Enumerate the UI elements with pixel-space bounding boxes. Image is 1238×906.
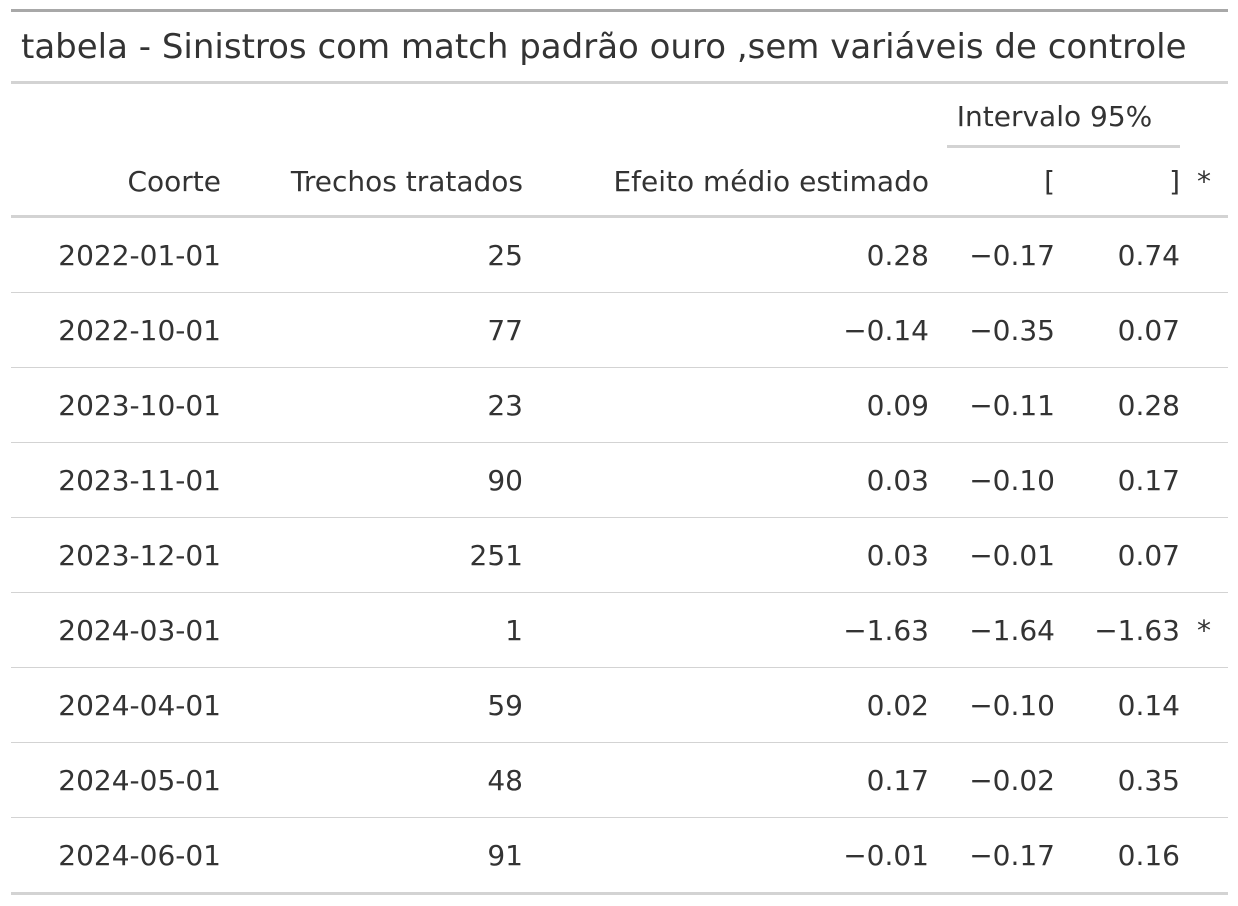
cell-upper: 0.07 [1055, 292, 1180, 368]
cell-upper: 0.74 [1055, 216, 1180, 293]
cell-coorte: 2022-10-01 [11, 292, 221, 368]
cell-upper: 0.07 [1055, 517, 1180, 593]
col-header-upper: ] [1055, 148, 1180, 218]
cell-efeito: 0.03 [523, 442, 929, 518]
cell-upper: 0.14 [1055, 667, 1180, 743]
cell-lower: −0.17 [929, 216, 1055, 293]
cell-sig [1180, 442, 1228, 518]
table-row: 2024-03-01 1 −1.63 −1.64 −1.63 * [11, 592, 1228, 668]
results-table: Intervalo 95% Coorte Trechos tratados Ef… [11, 84, 1228, 895]
col-header-lower: [ [929, 148, 1055, 218]
cell-efeito: 0.02 [523, 667, 929, 743]
cell-sig [1180, 817, 1228, 895]
table-row: 2024-05-01 48 0.17 −0.02 0.35 [11, 742, 1228, 818]
interval-spanner-label: Intervalo 95% [956, 99, 1153, 133]
cell-upper: 0.16 [1055, 817, 1180, 895]
interval-spanner-rule [947, 145, 1180, 148]
cell-lower: −0.02 [929, 742, 1055, 818]
cell-upper: 0.28 [1055, 367, 1180, 443]
cell-sig [1180, 216, 1228, 293]
cell-lower: −0.10 [929, 442, 1055, 518]
cell-lower: −0.17 [929, 817, 1055, 895]
cell-sig [1180, 517, 1228, 593]
cell-coorte: 2023-11-01 [11, 442, 221, 518]
cell-trechos: 91 [221, 817, 523, 895]
cell-trechos: 23 [221, 367, 523, 443]
col-header-efeito: Efeito médio estimado [523, 148, 929, 218]
cell-coorte: 2024-03-01 [11, 592, 221, 668]
cell-trechos: 59 [221, 667, 523, 743]
spanner-row: Intervalo 95% [11, 84, 1228, 148]
col-header-coorte: Coorte [11, 148, 221, 218]
cell-trechos: 251 [221, 517, 523, 593]
cell-efeito: −0.14 [523, 292, 929, 368]
table-row: 2022-10-01 77 −0.14 −0.35 0.07 [11, 292, 1228, 368]
cell-upper: 0.35 [1055, 742, 1180, 818]
cell-efeito: −0.01 [523, 817, 929, 895]
cell-upper: 0.17 [1055, 442, 1180, 518]
cell-efeito: −1.63 [523, 592, 929, 668]
cell-coorte: 2024-06-01 [11, 817, 221, 895]
cell-trechos: 77 [221, 292, 523, 368]
cell-efeito: 0.03 [523, 517, 929, 593]
table-body: 2022-01-01 25 0.28 −0.17 0.74 2022-10-01 77 −0.… [11, 216, 1228, 895]
cell-lower: −0.01 [929, 517, 1055, 593]
cell-trechos: 90 [221, 442, 523, 518]
interval-spanner: Intervalo 95% [929, 84, 1180, 148]
cell-sig [1180, 667, 1228, 743]
cell-efeito: 0.28 [523, 216, 929, 293]
table-row: 2023-12-01 251 0.03 −0.01 0.07 [11, 517, 1228, 593]
cell-sig: * [1180, 592, 1228, 668]
table-title: tabela - Sinistros com match padrão ouro… [21, 26, 1187, 67]
table-row: 2023-10-01 23 0.09 −0.11 0.28 [11, 367, 1228, 443]
cell-lower: −0.35 [929, 292, 1055, 368]
cell-coorte: 2024-05-01 [11, 742, 221, 818]
title-top-rule [11, 9, 1228, 12]
cell-coorte: 2023-12-01 [11, 517, 221, 593]
cell-lower: −1.64 [929, 592, 1055, 668]
col-header-trechos: Trechos tratados [221, 148, 523, 218]
cell-coorte: 2022-01-01 [11, 216, 221, 293]
table-row: 2023-11-01 90 0.03 −0.10 0.17 [11, 442, 1228, 518]
title-bottom-rule [11, 81, 1228, 84]
cell-efeito: 0.17 [523, 742, 929, 818]
header-row: Coorte Trechos tratados Efeito médio est… [11, 148, 1228, 218]
cell-sig [1180, 292, 1228, 368]
cell-lower: −0.11 [929, 367, 1055, 443]
table-row: 2022-01-01 25 0.28 −0.17 0.74 [11, 216, 1228, 293]
col-header-sig: * [1180, 148, 1228, 218]
cell-coorte: 2023-10-01 [11, 367, 221, 443]
results-table-container: tabela - Sinistros com match padrão ouro… [11, 9, 1228, 895]
cell-efeito: 0.09 [523, 367, 929, 443]
cell-coorte: 2024-04-01 [11, 667, 221, 743]
cell-upper: −1.63 [1055, 592, 1180, 668]
cell-trechos: 1 [221, 592, 523, 668]
cell-sig [1180, 742, 1228, 818]
cell-trechos: 48 [221, 742, 523, 818]
cell-trechos: 25 [221, 216, 523, 293]
cell-sig [1180, 367, 1228, 443]
cell-lower: −0.10 [929, 667, 1055, 743]
table-row: 2024-06-01 91 −0.01 −0.17 0.16 [11, 817, 1228, 895]
table-row: 2024-04-01 59 0.02 −0.10 0.14 [11, 667, 1228, 743]
